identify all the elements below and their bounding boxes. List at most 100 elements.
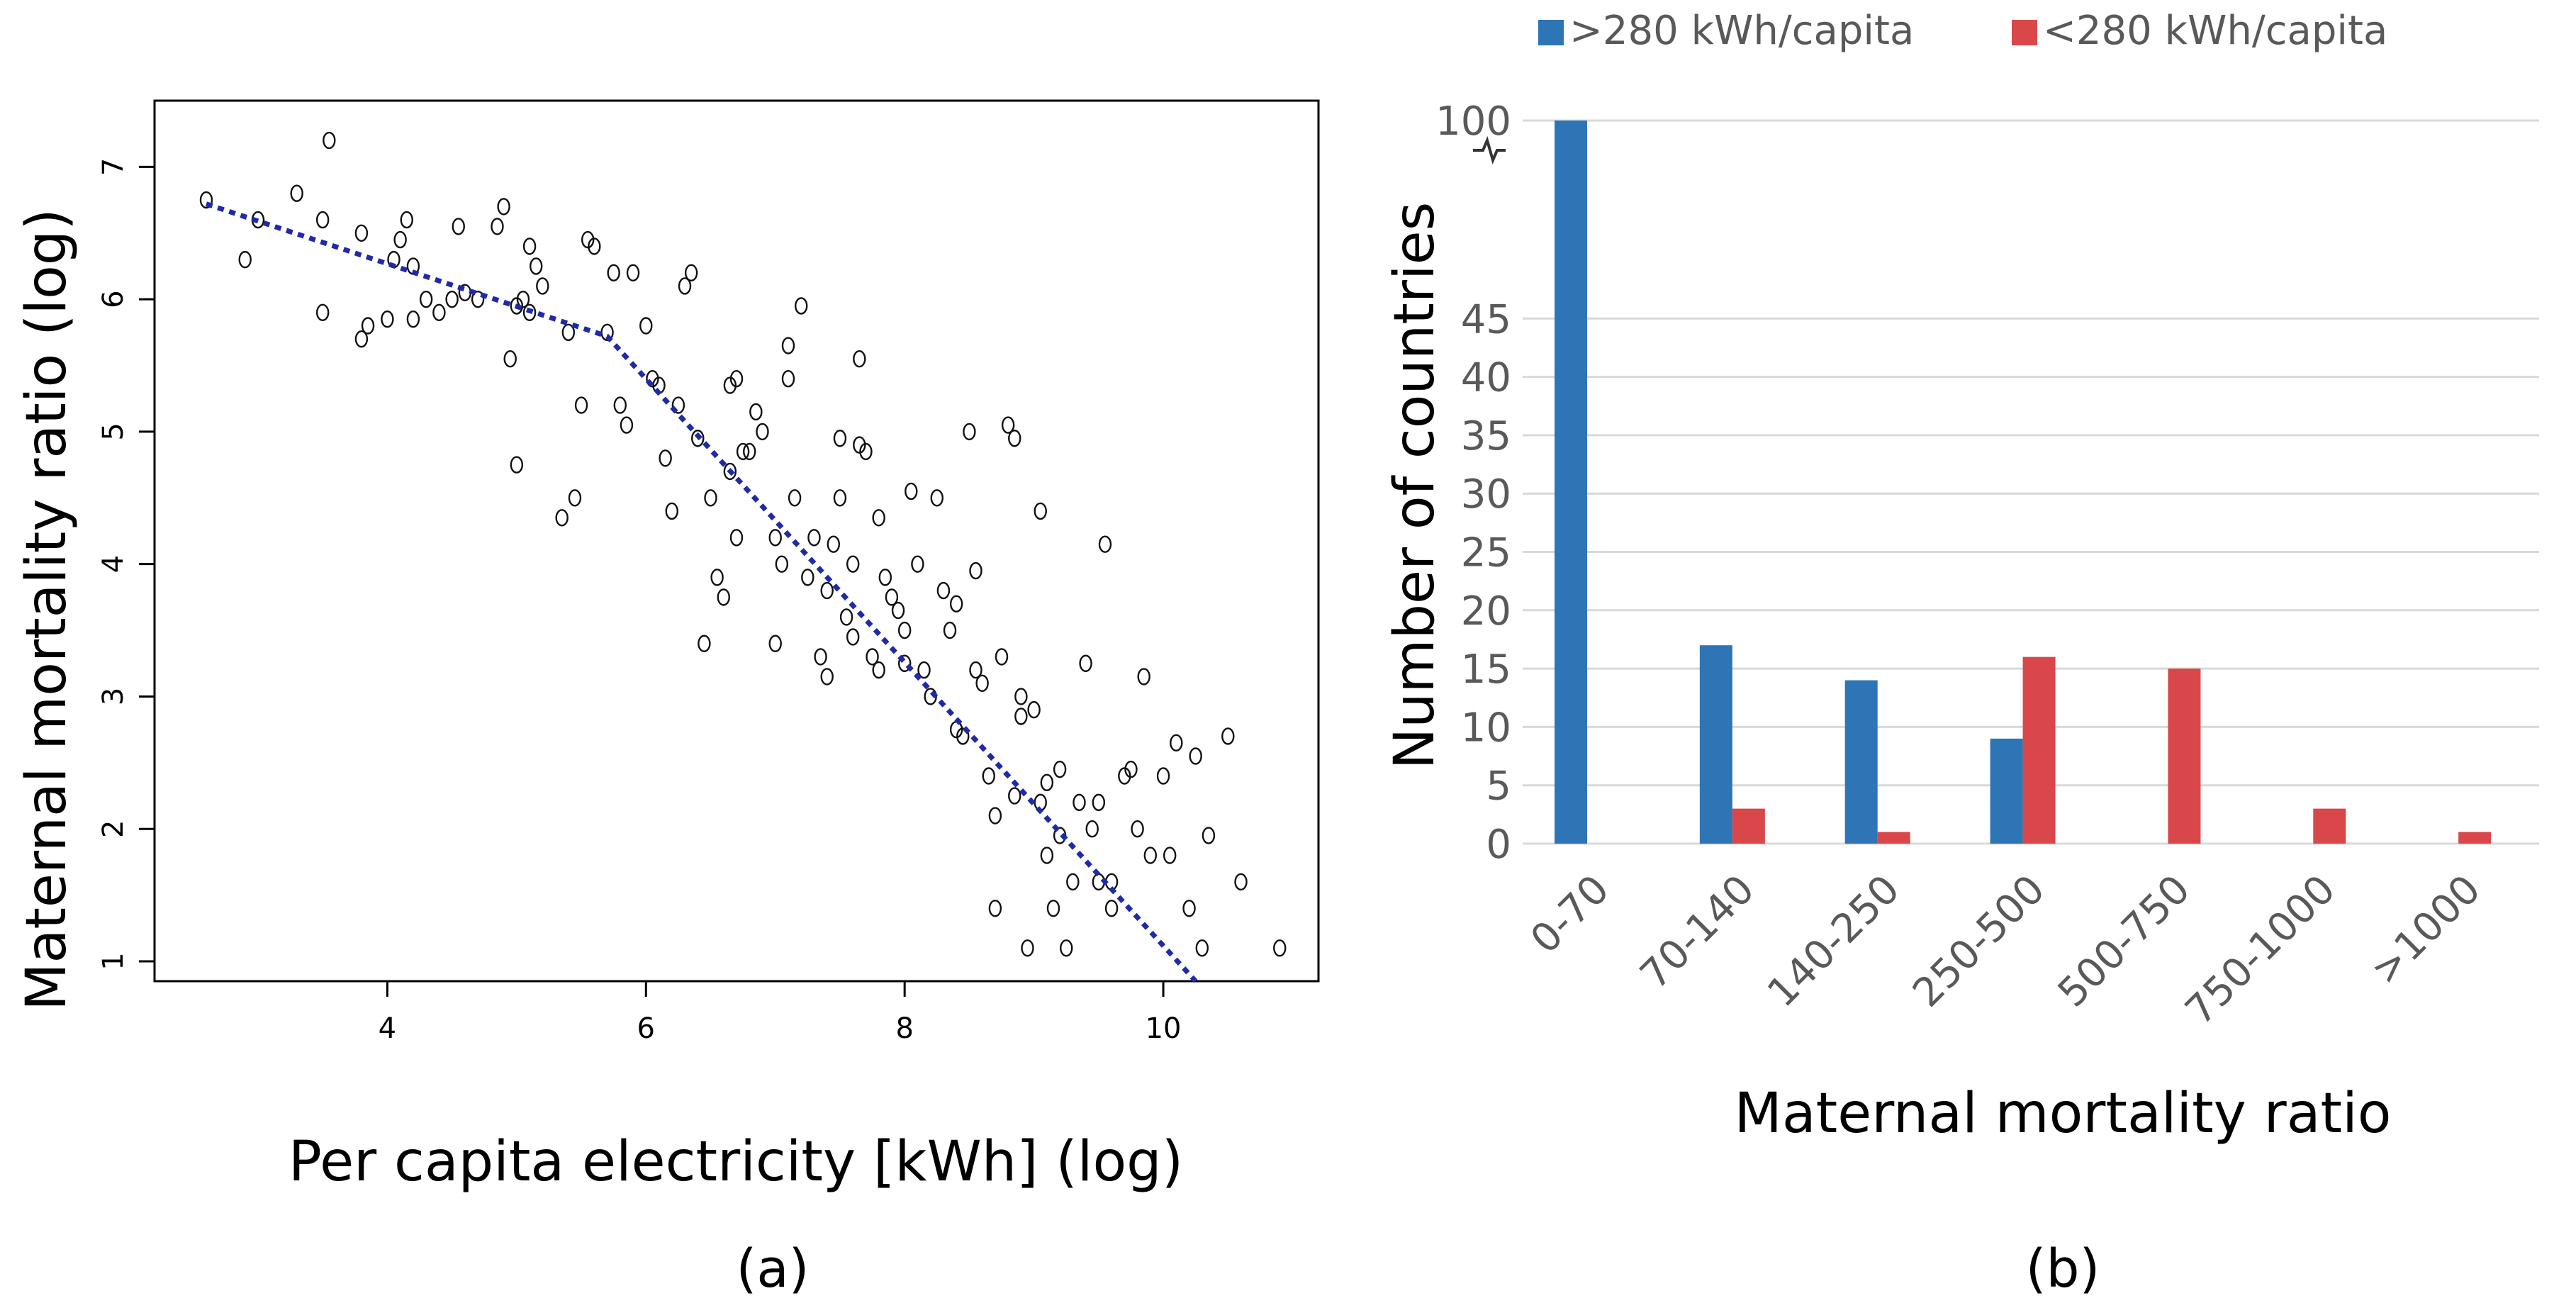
y-tick-label: 5 [1486, 764, 1511, 810]
data-point [522, 237, 537, 255]
data-point [853, 350, 866, 368]
plot-frame [153, 99, 1320, 983]
data-point [1060, 939, 1073, 957]
data-point [846, 555, 860, 573]
data-point [1021, 939, 1034, 957]
data-point [1143, 846, 1158, 864]
x-tick-label: 6 [637, 1012, 655, 1045]
bar [1844, 680, 1878, 844]
legend: >280 kWh/capita <280 kWh/capita [1538, 8, 2387, 54]
data-point [788, 489, 802, 507]
data-point [659, 449, 672, 467]
data-point [354, 330, 369, 348]
data-point [530, 257, 543, 275]
x-axis-label: Maternal mortality ratio [1735, 1082, 2392, 1146]
bar [1732, 808, 1765, 844]
data-point [749, 403, 763, 421]
data-point [943, 621, 957, 639]
data-point [1014, 708, 1028, 725]
data-point [1014, 688, 1028, 705]
data-point [1273, 939, 1287, 957]
x-tick-label: >1000 [2362, 866, 2490, 994]
data-point [354, 224, 369, 242]
data-point [975, 674, 989, 692]
bar [2022, 656, 2056, 844]
x-tick-label: 0-70 [1522, 866, 1618, 963]
y-axis-label: Maternal mortality ratio (log) [15, 208, 79, 1011]
x-tick-label: 140-250 [1759, 866, 1908, 1016]
data-point [1085, 820, 1099, 838]
data-point [561, 323, 576, 342]
data-point [820, 581, 834, 600]
data-point [1202, 827, 1216, 844]
bar [1699, 645, 1732, 844]
data-point [510, 456, 524, 474]
data-point [691, 430, 705, 447]
data-point [839, 608, 853, 626]
data-point [717, 588, 730, 606]
data-point [522, 303, 537, 322]
y-tick-label: 10 [1461, 705, 1511, 751]
data-point [1008, 430, 1021, 447]
data-point [1156, 767, 1170, 785]
data-point [729, 529, 744, 547]
y-tick-label: 4 [97, 555, 130, 573]
data-point [626, 264, 640, 281]
data-point [323, 131, 336, 150]
x-tick-label: 4 [379, 1012, 396, 1045]
data-point [956, 727, 970, 745]
data-point [872, 509, 885, 527]
data-point [795, 297, 808, 315]
data-point [568, 489, 582, 507]
data-point [820, 668, 834, 686]
data-point [1234, 873, 1248, 891]
data-point [1053, 760, 1067, 778]
data-point [814, 648, 827, 666]
data-point [393, 230, 407, 249]
data-point [503, 350, 517, 368]
data-point [400, 211, 413, 229]
data-point [536, 277, 549, 295]
data-point [639, 317, 653, 335]
data-point [1046, 900, 1060, 917]
data-point [963, 423, 976, 441]
data-point [866, 648, 879, 666]
data-point [452, 218, 465, 235]
data-point [1066, 873, 1080, 891]
data-point [1092, 793, 1106, 812]
data-point [859, 442, 873, 461]
bar [1877, 832, 1910, 844]
y-tick-label: 1 [97, 952, 130, 970]
data-point [432, 303, 446, 322]
data-point [905, 482, 918, 501]
data-point [516, 290, 530, 308]
bar [2458, 832, 2492, 844]
bar [1990, 738, 2023, 844]
data-point [698, 635, 711, 652]
data-point [1073, 793, 1086, 812]
y-tick-label: 100 [1435, 99, 1511, 145]
data-point [872, 661, 885, 679]
y-tick-label: 2 [97, 820, 130, 837]
data-point [199, 191, 213, 209]
legend-swatch-series-2 [2012, 20, 2037, 45]
data-point [801, 569, 814, 586]
data-point [497, 198, 510, 216]
y-tick-label: 5 [97, 423, 130, 440]
data-point [1189, 747, 1202, 765]
data-point [290, 184, 303, 202]
y-tick-label: 20 [1461, 588, 1511, 635]
data-point [588, 237, 601, 255]
data-point [917, 661, 931, 679]
y-tick-label: 30 [1461, 471, 1511, 518]
data-point [827, 535, 841, 553]
data-point [671, 396, 685, 414]
data-point [878, 569, 892, 586]
data-point [1040, 846, 1054, 864]
data-point [1104, 900, 1119, 917]
data-point [678, 277, 692, 295]
data-point [768, 635, 782, 652]
y-axis-label: Number of countries [1383, 202, 1447, 770]
